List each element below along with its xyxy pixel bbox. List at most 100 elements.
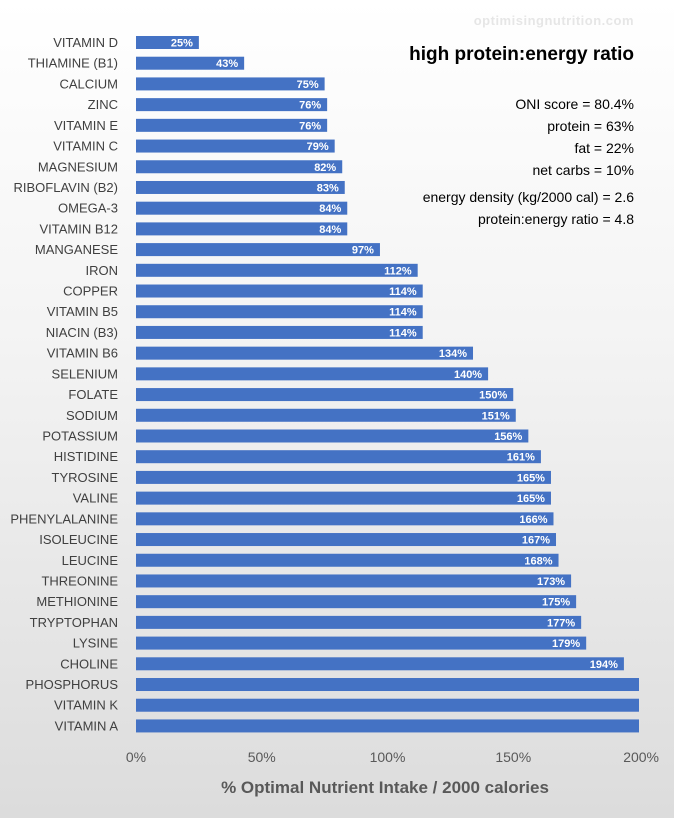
value-label-lysine: 179% <box>552 638 580 650</box>
category-label-zinc: ZINC <box>88 97 118 112</box>
bar-vitamin-b6 <box>136 346 474 360</box>
bar-valine <box>136 491 551 505</box>
category-label-lysine: LYSINE <box>73 636 119 651</box>
category-label-vitamin-k: VITAMIN K <box>54 698 118 713</box>
bars-group <box>136 36 639 733</box>
energy-density-stat: energy density (kg/2000 cal) = 2.6 <box>422 189 634 205</box>
fat-stat: fat = 22% <box>574 140 634 156</box>
value-label-vitamin-d: 25% <box>171 38 193 50</box>
category-label-vitamin-b12: VITAMIN B12 <box>39 221 118 236</box>
bar-threonine <box>136 574 572 588</box>
bar-zinc <box>136 98 328 112</box>
category-label-phenylalanine: PHENYLALANINE <box>10 511 118 526</box>
bar-choline <box>136 657 624 671</box>
bar-omega-3 <box>136 201 348 215</box>
bar-vitamin-a <box>136 719 639 733</box>
category-label-magnesium: MAGNESIUM <box>38 159 118 174</box>
bar-phosphorus <box>136 678 639 692</box>
category-label-valine: VALINE <box>73 491 119 506</box>
x-tick-100: 100% <box>370 749 406 765</box>
bar-selenium <box>136 367 489 381</box>
bar-vitamin-b12 <box>136 222 348 236</box>
bar-magnesium <box>136 160 343 174</box>
bar-calcium <box>136 77 325 91</box>
value-label-vitamin-c: 79% <box>307 141 329 153</box>
category-labels: VITAMIN D THIAMINE (B1) CALCIUM ZINC VITAMIN… <box>10 35 118 733</box>
category-label-methionine: METHIONINE <box>36 594 118 609</box>
bar-vitamin-e <box>136 118 328 132</box>
net-carbs-stat: net carbs = 10% <box>532 162 634 178</box>
category-label-selenium: SELENIUM <box>52 366 118 381</box>
x-axis-label: % Optimal Nutrient Intake / 2000 calorie… <box>221 778 549 797</box>
category-label-thiamine-b1: THIAMINE (B1) <box>28 56 118 71</box>
category-label-omega-3: OMEGA-3 <box>58 201 118 216</box>
x-tick-200: 200% <box>623 749 659 765</box>
category-label-leucine: LEUCINE <box>62 553 119 568</box>
bar-vitamin-d <box>136 36 199 49</box>
value-label-niacin-b3: 114% <box>389 327 417 339</box>
category-label-vitamin-b6: VITAMIN B6 <box>47 346 118 361</box>
stats-panel: ONI score = 80.4% protein = 63% fat = 22… <box>423 93 634 230</box>
category-label-tyrosine: TYROSINE <box>52 470 119 485</box>
value-label-tyrosine: 165% <box>517 472 545 484</box>
value-label-sodium: 151% <box>482 410 510 422</box>
category-label-niacin-b3: NIACIN (B3) <box>46 325 118 340</box>
value-label-methionine: 175% <box>542 597 570 609</box>
bar-thiamine-b1 <box>136 56 245 70</box>
bar-manganese <box>136 243 380 257</box>
value-label-magnesium: 82% <box>314 162 336 174</box>
bar-niacin-b3 <box>136 325 423 339</box>
value-label-vitamin-b6: 134% <box>439 348 467 360</box>
category-label-vitamin-e: VITAMIN E <box>54 118 118 133</box>
category-label-histidine: HISTIDINE <box>54 449 119 464</box>
bar-iron <box>136 263 418 277</box>
bar-folate <box>136 388 514 402</box>
category-label-phosphorus: PHOSPHORUS <box>26 677 119 692</box>
value-labels: 25% 43% 75% 76% 76% 79% 82% 83% 84% 84% 97% 112% 114… <box>171 38 618 671</box>
bar-sodium <box>136 408 516 422</box>
value-label-tryptophan: 177% <box>547 617 575 629</box>
category-label-isoleucine: ISOLEUCINE <box>39 532 118 547</box>
value-label-potassium: 156% <box>494 431 522 443</box>
protein-stat: protein = 63% <box>547 118 634 134</box>
value-label-vitamin-b12: 84% <box>319 224 341 236</box>
bar-isoleucine <box>136 533 557 547</box>
category-label-vitamin-a: VITAMIN A <box>55 718 119 733</box>
bar-tyrosine <box>136 470 551 484</box>
watermark: optimisingnutrition.com <box>473 13 634 28</box>
category-label-manganese: MANGANESE <box>35 242 118 257</box>
value-label-isoleucine: 167% <box>522 535 550 547</box>
bar-potassium <box>136 429 529 443</box>
value-label-thiamine-b1: 43% <box>216 58 238 70</box>
category-label-vitamin-c: VITAMIN C <box>53 139 118 154</box>
category-label-vitamin-b5: VITAMIN B5 <box>47 304 118 319</box>
x-tick-0: 0% <box>126 749 146 765</box>
bar-riboflavin-b2 <box>136 180 345 194</box>
value-label-choline: 194% <box>590 659 618 671</box>
value-label-omega-3: 84% <box>319 203 341 215</box>
category-label-riboflavin-b2: RIBOFLAVIN (B2) <box>13 180 118 195</box>
bar-phenylalanine <box>136 512 554 526</box>
value-label-folate: 150% <box>479 390 507 402</box>
bar-tryptophan <box>136 615 582 629</box>
category-label-folate: FOLATE <box>68 387 118 402</box>
category-label-potassium: POTASSIUM <box>42 428 118 443</box>
x-tick-labels: 0% 50% 100% 150% 200% <box>126 749 659 765</box>
chart-title: high protein:energy ratio <box>409 44 634 65</box>
bar-histidine <box>136 450 541 464</box>
value-label-phenylalanine: 166% <box>519 514 547 526</box>
value-label-histidine: 161% <box>507 452 535 464</box>
value-label-selenium: 140% <box>454 369 482 381</box>
value-label-threonine: 173% <box>537 576 565 588</box>
bar-vitamin-c <box>136 139 335 153</box>
value-label-riboflavin-b2: 83% <box>317 182 339 194</box>
bar-vitamin-b5 <box>136 305 423 319</box>
value-label-valine: 165% <box>517 493 545 505</box>
value-label-calcium: 75% <box>297 79 319 91</box>
category-label-tryptophan: TRYPTOPHAN <box>30 615 118 630</box>
oni-score: ONI score = 80.4% <box>515 96 634 112</box>
x-tick-50: 50% <box>248 749 276 765</box>
category-label-copper: COPPER <box>63 284 118 299</box>
